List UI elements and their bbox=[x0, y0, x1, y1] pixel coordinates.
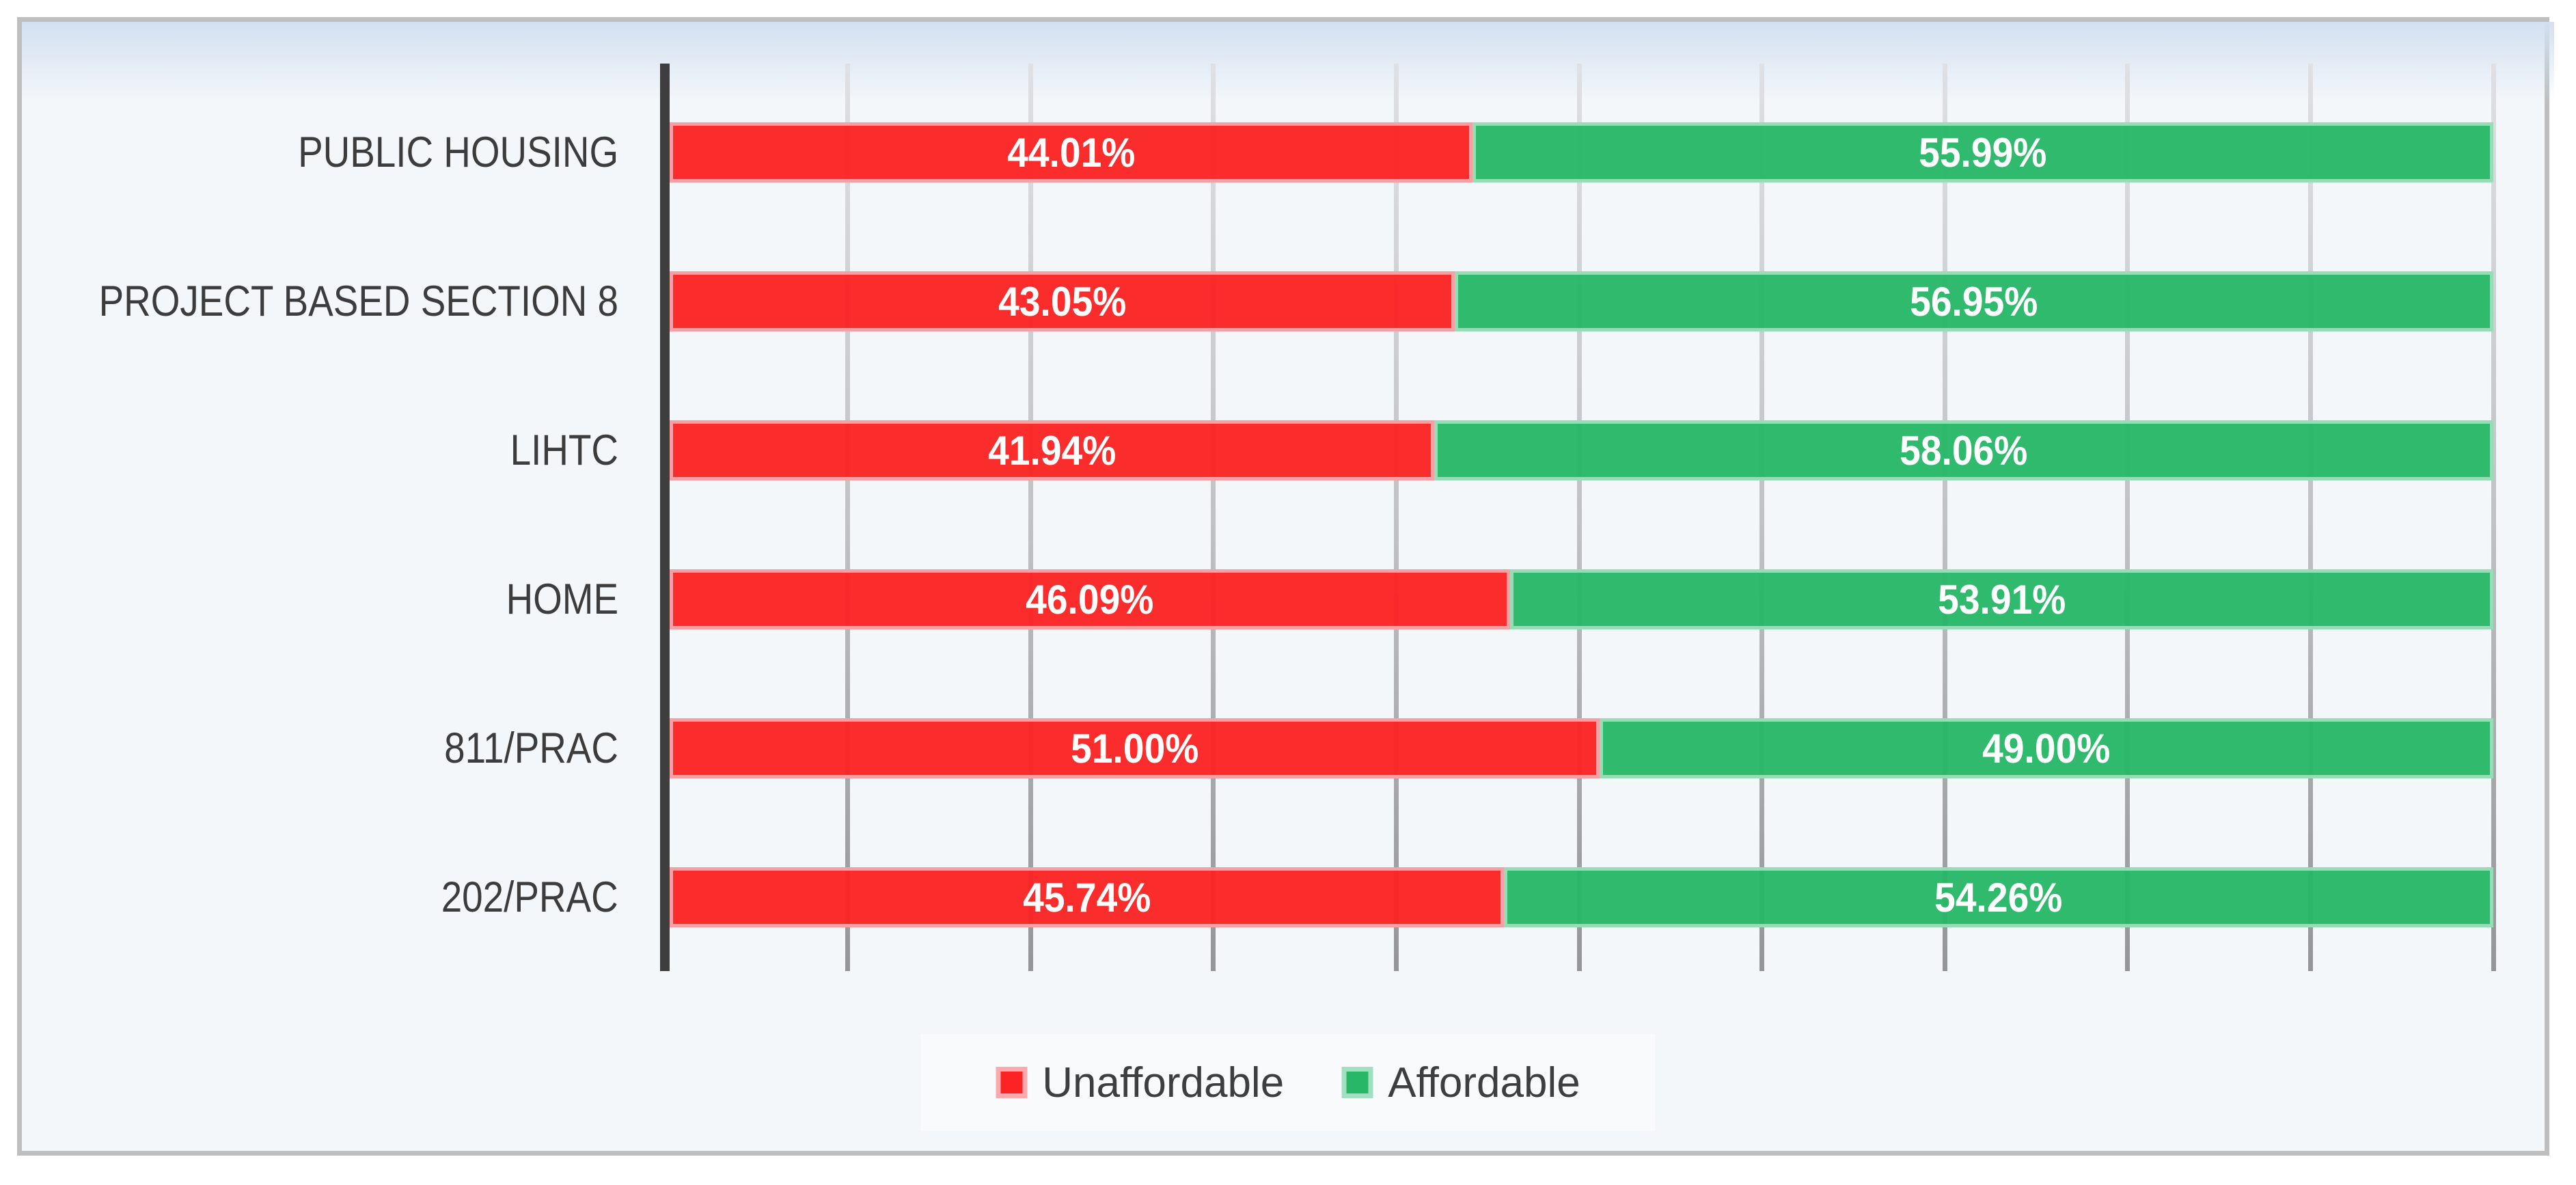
bar-segment-affordable: 53.91% bbox=[1510, 569, 2493, 629]
gridline bbox=[2491, 64, 2496, 971]
category-label: PUBLIC HOUSING bbox=[297, 128, 618, 176]
bar-value-label: 45.74% bbox=[1022, 874, 1151, 921]
category-label: 811/PRAC bbox=[444, 724, 618, 772]
gridline bbox=[2307, 64, 2313, 971]
legend-label: Unaffordable bbox=[1042, 1059, 1285, 1106]
bar-row: 51.00% 49.00% bbox=[670, 718, 2493, 778]
bar-segment-unaffordable: 43.05% bbox=[670, 271, 1455, 331]
gridline bbox=[845, 64, 851, 971]
gridline bbox=[2125, 64, 2130, 971]
gridline bbox=[1759, 64, 1765, 971]
bar-row: 46.09% 53.91% bbox=[670, 569, 2493, 629]
bar-segment-affordable: 56.95% bbox=[1455, 271, 2493, 331]
category-label: LIHTC bbox=[510, 426, 618, 474]
bar-value-label: 55.99% bbox=[1919, 129, 2047, 176]
bar-segment-unaffordable: 45.74% bbox=[670, 867, 1504, 927]
bar-row: 44.01% 55.99% bbox=[670, 122, 2493, 182]
bar-row: 41.94% 58.06% bbox=[670, 420, 2493, 480]
top-gradient-decoration bbox=[22, 22, 2554, 103]
bar-row: 43.05% 56.95% bbox=[670, 271, 2493, 331]
bar-segment-unaffordable: 46.09% bbox=[670, 569, 1511, 629]
bar-segment-unaffordable: 51.00% bbox=[670, 718, 1600, 778]
bar-segment-unaffordable: 41.94% bbox=[670, 420, 1435, 480]
bar-value-label: 58.06% bbox=[1900, 427, 2028, 474]
legend-item-affordable: Affordable bbox=[1341, 1059, 1580, 1107]
bar-value-label: 49.00% bbox=[1982, 725, 2111, 772]
bar-segment-affordable: 58.06% bbox=[1434, 420, 2493, 480]
bar-value-label: 41.94% bbox=[988, 427, 1116, 474]
legend-item-unaffordable: Unaffordable bbox=[996, 1059, 1284, 1107]
bar-value-label: 51.00% bbox=[1070, 725, 1199, 772]
y-axis-line bbox=[660, 64, 670, 971]
bar-value-label: 46.09% bbox=[1026, 576, 1154, 623]
legend-swatch-affordable bbox=[1341, 1067, 1373, 1098]
bar-value-label: 43.05% bbox=[998, 278, 1127, 325]
bar-value-label: 53.91% bbox=[1937, 576, 2066, 623]
gridline bbox=[1211, 64, 1216, 971]
bar-segment-affordable: 49.00% bbox=[1600, 718, 2493, 778]
bar-value-label: 54.26% bbox=[1934, 874, 2063, 921]
gridline bbox=[1942, 64, 1947, 971]
category-label: 202/PRAC bbox=[441, 873, 618, 921]
gridline bbox=[1576, 64, 1582, 971]
legend-label: Affordable bbox=[1388, 1059, 1580, 1106]
bar-segment-affordable: 54.26% bbox=[1503, 867, 2493, 927]
bar-row: 45.74% 54.26% bbox=[670, 867, 2493, 927]
gridline bbox=[1028, 64, 1033, 971]
category-label: HOME bbox=[506, 575, 618, 623]
category-label: PROJECT BASED SECTION 8 bbox=[98, 277, 618, 325]
bar-segment-unaffordable: 44.01% bbox=[670, 122, 1472, 182]
legend: Unaffordable Affordable bbox=[920, 1034, 1656, 1131]
gridline bbox=[1393, 64, 1399, 971]
legend-swatch-unaffordable bbox=[996, 1067, 1028, 1098]
bar-value-label: 56.95% bbox=[1910, 278, 2038, 325]
bar-value-label: 44.01% bbox=[1006, 129, 1135, 176]
bar-segment-affordable: 55.99% bbox=[1472, 122, 2493, 182]
